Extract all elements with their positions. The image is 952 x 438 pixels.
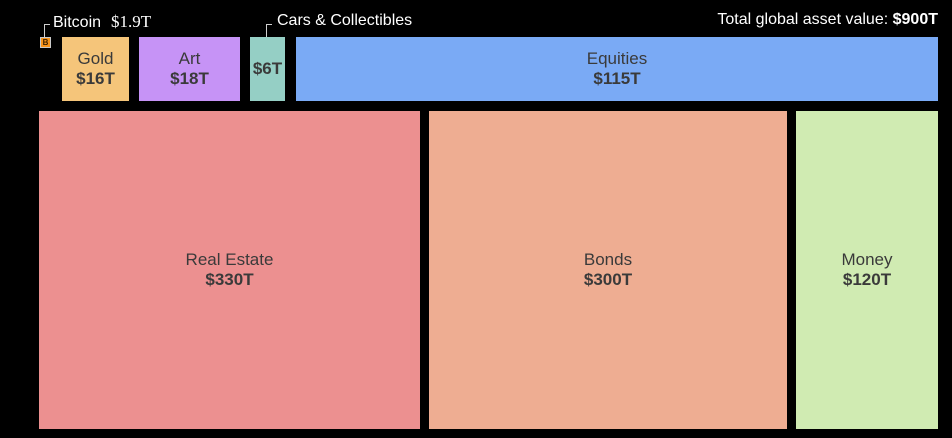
- tile-label: Bonds: [583, 249, 633, 269]
- tile-money: Money $120T: [796, 111, 938, 429]
- tile-value: $18T: [170, 69, 209, 88]
- tile-label: Money: [841, 249, 893, 269]
- bitcoin-icon: B: [40, 37, 51, 48]
- total-label: Total global asset value:: [717, 11, 889, 28]
- tile-value: $120T: [842, 270, 892, 289]
- tile-value: $300T: [583, 270, 633, 289]
- total-value: $900T: [892, 11, 938, 28]
- tile-value: $6T: [252, 58, 283, 78]
- total-asset-value: Total global asset value: $900T: [717, 11, 938, 29]
- bitcoin-value: $1.9T: [111, 12, 152, 31]
- tile-label: Gold: [77, 48, 114, 68]
- tile-bonds: Bonds $300T: [429, 111, 787, 429]
- tile-art: Art $18T: [139, 37, 240, 101]
- tile-equities: Equities $115T: [296, 37, 938, 101]
- cars-collectibles-leader-line: [266, 24, 272, 37]
- tile-label: Real Estate: [185, 249, 274, 269]
- tile-value: $115T: [593, 69, 641, 88]
- tile-gold: Gold $16T: [62, 37, 129, 101]
- tile-real-estate: Real Estate $330T: [39, 111, 420, 429]
- bitcoin-annotation: Bitcoin $1.9T: [53, 12, 151, 32]
- tile-label: Art: [178, 48, 201, 68]
- tile-value: $16T: [76, 69, 115, 88]
- cars-collectibles-label: Cars & Collectibles: [277, 12, 413, 29]
- tile-value: $330T: [205, 270, 254, 289]
- tile-label: Equities: [586, 48, 648, 68]
- bitcoin-leader-line: [44, 24, 50, 37]
- bitcoin-label: Bitcoin: [53, 14, 102, 31]
- tile-cars-and-collectibles: $6T: [250, 37, 285, 101]
